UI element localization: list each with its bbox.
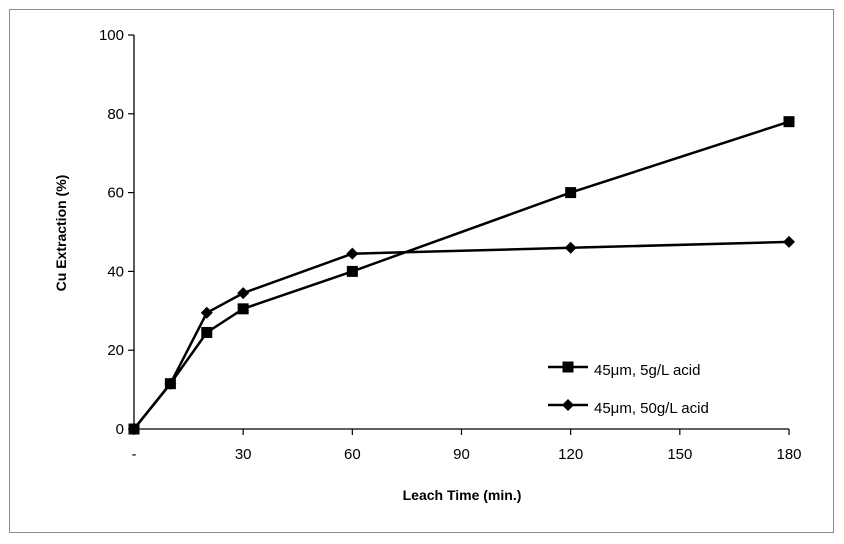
legend-entry-series-2: 45μm, 50g/L acid [548, 399, 709, 417]
y-tick-label: 20 [107, 342, 124, 359]
data-point-diamond [200, 306, 213, 319]
x-tick-label: 120 [558, 446, 583, 463]
chart-frame [9, 9, 834, 533]
data-point-diamond [346, 247, 359, 260]
x-axis-title: Leach Time (min.) [403, 487, 522, 503]
series-2 [128, 235, 795, 435]
data-point-diamond [237, 287, 250, 300]
legend-marker-diamond [562, 399, 574, 411]
y-axis-title: Cu Extraction (%) [53, 175, 69, 292]
legend-entry-series-1: 45μm, 5g/L acid [548, 361, 700, 379]
y-tick-label: 60 [107, 185, 124, 202]
data-point-diamond [128, 423, 140, 435]
legend-label-series-1: 45μm, 5g/L acid [594, 362, 700, 379]
x-tick-label: 30 [235, 446, 252, 463]
data-point-square [201, 326, 213, 338]
series-layer [128, 116, 795, 435]
series-1 [128, 116, 795, 435]
y-tick-label: 40 [107, 263, 124, 280]
y-tick-label: 80 [107, 106, 124, 123]
x-tick-label: 60 [344, 446, 361, 463]
legend: 45μm, 5g/L acid 45μm, 50g/L acid [548, 361, 709, 417]
x-tick-label: 180 [776, 446, 801, 463]
data-point-square [237, 303, 249, 315]
tick-labels: 0 20 40 60 80 100 - 30 60 90 120 150 180 [99, 27, 802, 463]
x-tick-label: 150 [667, 446, 692, 463]
data-point-square [783, 116, 795, 128]
legend-marker-square [562, 361, 574, 373]
x-tick-label: 90 [453, 446, 470, 463]
legend-label-series-2: 45μm, 50g/L acid [594, 400, 709, 417]
data-point-diamond [564, 241, 577, 254]
data-point-diamond [164, 377, 177, 390]
y-tick-label: 100 [99, 27, 124, 44]
series-line [133, 120, 790, 430]
data-point-square [565, 187, 577, 199]
data-point-square [346, 265, 358, 277]
x-tick-label: - [132, 446, 137, 463]
y-tick-label: 0 [116, 421, 124, 438]
data-point-diamond [783, 235, 795, 248]
